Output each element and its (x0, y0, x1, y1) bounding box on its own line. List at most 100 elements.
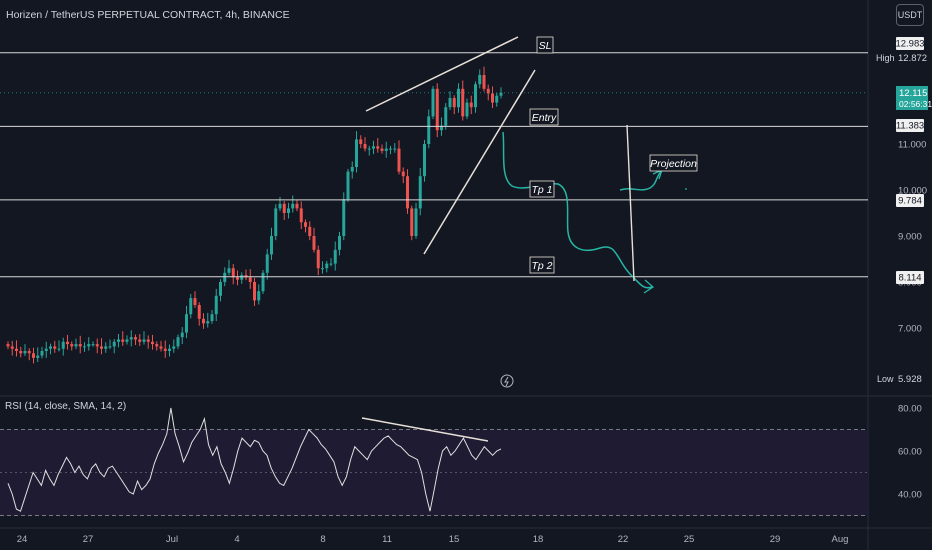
currency-button[interactable]: USDT (896, 4, 924, 26)
entry-price-label-badge (896, 119, 924, 132)
candle-up (87, 344, 91, 347)
entry-label: Entry (532, 112, 557, 124)
candle-up (125, 339, 129, 342)
candle-up (185, 314, 188, 333)
time-tick-label: 18 (533, 534, 544, 545)
candle-down (312, 236, 316, 250)
candle-up (384, 148, 388, 151)
high-tag-badge (872, 52, 894, 64)
candle-down (197, 305, 201, 319)
candle-down (397, 148, 401, 172)
tp2-label-box (529, 256, 555, 274)
candle-up (495, 95, 499, 103)
candle-up (367, 148, 371, 150)
wedge-upper-line (365, 36, 519, 112)
low-value: 5.928 (898, 374, 922, 385)
time-tick-label: Jul (166, 534, 178, 545)
low-tag: Low (877, 374, 894, 384)
candle-up (427, 116, 431, 144)
candle-down (359, 139, 363, 144)
target-measure-line (626, 124, 635, 282)
candle-up (465, 102, 469, 117)
candle-down (121, 339, 125, 342)
candle-down (155, 344, 159, 347)
candle-down (53, 346, 57, 349)
candle-up (338, 236, 341, 250)
candle-down (316, 249, 320, 269)
candle-up (329, 263, 333, 265)
candle-up (112, 341, 116, 347)
candle-up (61, 341, 65, 349)
candle-down (452, 98, 456, 108)
candle-down (70, 344, 74, 347)
candle-up (57, 348, 61, 350)
price-tick-label: 10.000 (898, 186, 927, 197)
sl-label-box (536, 36, 554, 54)
tp2-label: Tp 2 (531, 260, 552, 272)
candle-down (244, 275, 248, 278)
lightning-icon (504, 376, 509, 387)
candle-down (202, 318, 205, 324)
candle-down (482, 75, 486, 89)
candle-up (333, 249, 337, 264)
rsi-indicator-title[interactable]: RSI (14, close, SMA, 14, 2) (5, 401, 127, 412)
sl-price-label-badge (896, 37, 924, 50)
time-tick-label: 27 (83, 534, 94, 545)
candle-down (159, 346, 163, 349)
candle-down (376, 146, 380, 149)
sl-price-label: 12.983 (895, 39, 924, 50)
time-tick-label: 25 (684, 534, 695, 545)
candle-up (168, 348, 171, 351)
last-price: 12.115 (899, 88, 927, 99)
candle-up (270, 236, 273, 255)
candle-down (401, 171, 405, 177)
candle-down (32, 353, 35, 358)
rsi-band-fill (0, 429, 868, 516)
candle-down (163, 348, 167, 351)
tp1-label: Tp 1 (531, 184, 552, 196)
candle-up (474, 84, 477, 108)
candle-up (117, 339, 120, 342)
candle-down (15, 348, 18, 351)
price-tick-label: 9.000 (898, 232, 922, 243)
candle-down (363, 144, 367, 149)
chart-drawings: SL Entry Tp 1 Tp 2 Projection (365, 36, 698, 388)
candle-up (321, 268, 324, 270)
wedge-lower-line (423, 69, 536, 255)
projection-label: Projection (650, 158, 697, 170)
candle-down (134, 337, 137, 340)
candle-up (172, 346, 176, 349)
time-tick-label: Aug (832, 534, 849, 545)
time-tick-label: 8 (320, 534, 325, 545)
candle-down (282, 203, 286, 213)
entry-price-label: 11.383 (896, 121, 924, 132)
tp2-price-label-badge (896, 271, 924, 284)
candle-up (499, 92, 503, 96)
candle-up (393, 148, 397, 150)
candle-up (257, 291, 261, 301)
candle-down (299, 208, 303, 223)
candlestick-series (6, 66, 503, 364)
candle-down (146, 339, 150, 342)
horizontal-levels (0, 52, 868, 278)
candle-up (180, 332, 184, 338)
candle-up (44, 348, 48, 351)
candle-up (389, 148, 392, 150)
candle-down (410, 208, 414, 236)
candle-up (287, 208, 290, 213)
candle-up (108, 346, 112, 348)
candle-up (206, 321, 210, 324)
rsi-line (7, 407, 502, 512)
candle-up (444, 107, 448, 126)
high-tag: High (876, 53, 895, 63)
price-tick-label: 7.000 (898, 324, 922, 335)
chart-title: Horizen / TetherUS PERPETUAL CONTRACT, 4… (6, 9, 290, 21)
countdown: 02:56:31 (899, 99, 932, 109)
candle-up (342, 199, 346, 236)
candle-up (291, 203, 295, 209)
candle-down (193, 298, 197, 305)
rsi-tick-label: 60.00 (898, 447, 922, 458)
candle-down (308, 226, 312, 236)
time-axis: 24 27 Jul 4 8 11 15 18 22 25 29 Aug (17, 534, 849, 545)
